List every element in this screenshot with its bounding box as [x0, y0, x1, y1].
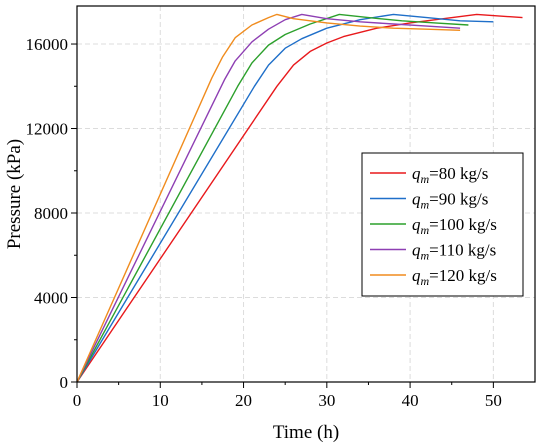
x-tick-label: 20 [235, 391, 252, 410]
y-tick-label: 8000 [34, 204, 68, 223]
y-axis-title: Pressure (kPa) [4, 139, 25, 249]
x-tick-label: 40 [402, 391, 419, 410]
series-line-1 [76, 13, 523, 383]
x-tick-label: 50 [485, 391, 502, 410]
series-lines [76, 13, 523, 383]
y-tick-label: 12000 [26, 120, 69, 139]
y-tick-label: 4000 [34, 289, 68, 308]
x-axis-title: Time (h) [273, 422, 339, 443]
x-tick-label: 10 [152, 391, 169, 410]
legend-label-5: qm=120 kg/s [412, 266, 497, 288]
series-line-2 [76, 13, 494, 383]
series-line-3 [76, 13, 469, 383]
x-tick-label: 0 [73, 391, 82, 410]
plot-frame [76, 5, 536, 383]
x-tick-label: 30 [318, 391, 335, 410]
y-tick-label: 16000 [26, 35, 69, 54]
y-tick-label: 0 [60, 373, 69, 392]
legend-label-1: qm=80 kg/s [412, 164, 488, 186]
legend-label-2: qm=90 kg/s [412, 190, 488, 212]
legend-label-3: qm=100 kg/s [412, 215, 497, 237]
axis-ticks: 0 10 20 30 40 50 0 4000 8000 12000 16000 [26, 35, 502, 410]
legend-label-4: qm=110 kg/s [412, 241, 496, 263]
series-line-4 [76, 13, 461, 383]
legend: qm=80 kg/s qm=90 kg/s qm=100 kg/s qm=110 kg… [361, 152, 524, 297]
series-line-5 [76, 13, 461, 383]
